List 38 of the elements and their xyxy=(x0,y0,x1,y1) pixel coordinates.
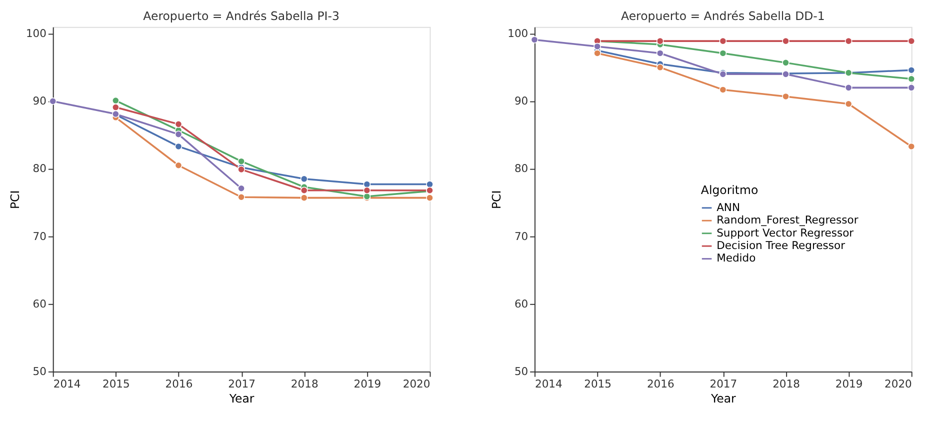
x-tick-label: 2019 xyxy=(354,378,382,391)
y-tick-label: 80 xyxy=(32,162,47,176)
x-tick-label: 2016 xyxy=(165,378,193,391)
y-tick-label: 80 xyxy=(514,162,528,176)
x-tick-label: 2017 xyxy=(710,378,738,391)
y-tick-label: 50 xyxy=(32,364,47,378)
chart-title: Aeropuerto = Andrés Sabella DD-1 xyxy=(621,9,825,24)
x-tick-label: 2015 xyxy=(584,378,612,391)
y-axis-title: PCI xyxy=(8,190,22,210)
legend-label: Random_Forest_Regressor xyxy=(716,214,859,227)
x-tick-label: 2019 xyxy=(835,378,863,391)
x-tick-label: 2017 xyxy=(228,378,256,391)
legend-label: ANN xyxy=(716,200,740,214)
y-axis-title: PCI xyxy=(490,190,504,210)
legend-label: Support Vector Regressor xyxy=(716,226,854,240)
legend-label: Medido xyxy=(716,252,756,265)
x-tick-label: 2020 xyxy=(402,378,430,391)
y-tick-label: 70 xyxy=(514,230,528,243)
x-tick-label: 2018 xyxy=(290,378,318,391)
x-tick-label: 2018 xyxy=(772,378,800,391)
y-tick-label: 90 xyxy=(32,94,47,108)
y-tick-label: 100 xyxy=(26,27,47,40)
y-tick-label: 50 xyxy=(514,364,528,378)
x-tick-label: 2014 xyxy=(534,378,562,391)
legend-title: Algoritmo xyxy=(700,183,758,198)
legend-label: Decision Tree Regressor xyxy=(716,239,846,252)
x-tick-label: 2016 xyxy=(646,378,674,391)
y-tick-label: 60 xyxy=(32,297,47,310)
y-tick-label: 90 xyxy=(514,94,528,108)
x-tick-label: 2020 xyxy=(884,378,912,391)
x-axis-title: Year xyxy=(710,391,736,406)
chart-title: Aeropuerto = Andrés Sabella PI-3 xyxy=(143,9,340,24)
y-tick-label: 60 xyxy=(514,297,528,310)
x-tick-label: 2014 xyxy=(53,378,81,391)
x-tick-label: 2015 xyxy=(102,378,130,391)
y-tick-label: 100 xyxy=(508,27,528,40)
x-axis-title: Year xyxy=(228,391,254,406)
y-tick-label: 70 xyxy=(32,230,47,243)
